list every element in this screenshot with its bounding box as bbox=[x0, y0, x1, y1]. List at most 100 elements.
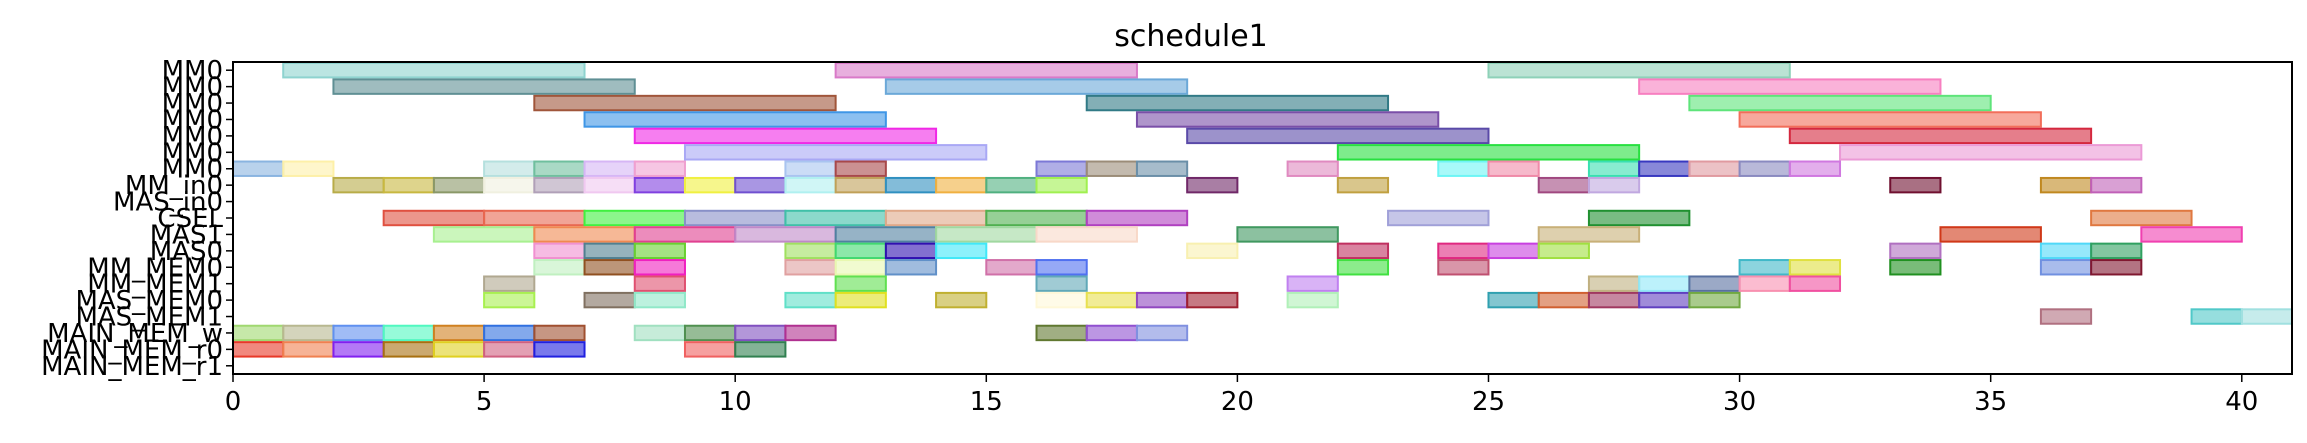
y-tick-label: MM0 bbox=[162, 73, 223, 103]
task-bar bbox=[232, 341, 285, 358]
task-bar bbox=[1286, 291, 1339, 309]
task-bar bbox=[332, 78, 636, 95]
task-bar bbox=[633, 291, 686, 309]
task-bar bbox=[734, 324, 787, 342]
task-bar bbox=[332, 176, 385, 194]
task-bar bbox=[483, 291, 536, 309]
task-bar bbox=[1587, 209, 1691, 227]
task-bar bbox=[1487, 242, 1540, 260]
task-bar bbox=[784, 324, 837, 342]
task-bar bbox=[683, 144, 988, 161]
task-bar bbox=[533, 160, 586, 177]
task-bar bbox=[884, 242, 938, 260]
y-tick-label: MM0 bbox=[162, 122, 223, 152]
task-bar bbox=[935, 176, 988, 194]
task-bar bbox=[1738, 259, 1791, 276]
y-tick-label: MM0 bbox=[162, 89, 223, 119]
task-bar bbox=[734, 226, 837, 243]
y-tick-label: MM0 bbox=[162, 138, 223, 168]
task-bar bbox=[834, 160, 887, 177]
task-bar bbox=[533, 259, 586, 276]
task-bar bbox=[1487, 291, 1540, 309]
y-tick-label: MAIN_MEM_r1 bbox=[41, 352, 223, 382]
task-bar bbox=[1437, 259, 1490, 276]
task-bar bbox=[1035, 176, 1088, 194]
task-bar bbox=[985, 176, 1038, 194]
task-bar bbox=[1186, 291, 1239, 309]
task-bar bbox=[1889, 259, 1942, 276]
y-tick-label: MAS_MEM0 bbox=[75, 286, 223, 316]
task-bar bbox=[1788, 127, 2093, 145]
task-bar bbox=[884, 78, 1189, 95]
task-bar bbox=[1638, 291, 1691, 309]
task-bar bbox=[1085, 291, 1138, 309]
task-bar bbox=[1638, 275, 1691, 292]
y-tick-label: MM_MEM0 bbox=[87, 253, 223, 283]
task-bar bbox=[834, 226, 938, 243]
task-bar bbox=[1336, 259, 1390, 276]
plot-frame bbox=[232, 61, 2293, 375]
task-bar bbox=[432, 324, 486, 342]
y-tick-label: MAS1 bbox=[150, 220, 223, 250]
x-tick-label: 10 bbox=[719, 387, 752, 417]
task-bar bbox=[633, 160, 686, 177]
task-bar bbox=[884, 259, 938, 276]
chart-title: schedule1 bbox=[1114, 19, 1268, 54]
task-bar bbox=[935, 226, 1038, 243]
task-bar bbox=[382, 209, 486, 227]
task-bar bbox=[1085, 94, 1390, 112]
task-bar bbox=[834, 176, 887, 194]
y-tick-label: MAS_in0 bbox=[113, 188, 223, 218]
task-bar bbox=[583, 111, 887, 128]
task-bar bbox=[2039, 308, 2093, 325]
task-bar bbox=[1035, 160, 1088, 177]
task-bar bbox=[2190, 308, 2243, 325]
x-tick-label: 25 bbox=[1472, 387, 1505, 417]
task-bar bbox=[1035, 226, 1138, 243]
task-bar bbox=[1738, 160, 1791, 177]
task-bar bbox=[432, 226, 536, 243]
task-bar bbox=[784, 160, 837, 177]
task-bar bbox=[382, 176, 435, 194]
task-bar bbox=[2090, 209, 2193, 227]
task-bar bbox=[683, 209, 787, 227]
x-axis: 0 5 10 15 20 25 30 35 40 bbox=[225, 374, 2258, 417]
task-bar bbox=[784, 209, 887, 227]
task-bar bbox=[1788, 160, 1842, 177]
task-bar bbox=[884, 209, 988, 227]
task-bar bbox=[683, 324, 737, 342]
task-bar bbox=[2039, 259, 2093, 276]
task-bar bbox=[1035, 291, 1088, 309]
task-bar bbox=[2039, 242, 2093, 260]
task-bar bbox=[533, 324, 586, 342]
task-bar bbox=[483, 324, 536, 342]
task-bar bbox=[784, 176, 837, 194]
task-bar bbox=[1738, 275, 1791, 292]
task-bar bbox=[734, 176, 787, 194]
bars-layer bbox=[232, 62, 2294, 358]
task-bar bbox=[533, 176, 586, 194]
task-bar bbox=[2039, 176, 2093, 194]
task-bar bbox=[1487, 160, 1540, 177]
task-bar bbox=[834, 291, 887, 309]
task-bar bbox=[282, 324, 335, 342]
task-bar bbox=[583, 209, 686, 227]
y-tick-label: MM_in0 bbox=[125, 171, 223, 201]
task-bar bbox=[583, 176, 636, 194]
task-bar bbox=[282, 341, 335, 358]
task-bar bbox=[1638, 160, 1691, 177]
task-bar bbox=[1336, 144, 1641, 161]
x-tick-label: 30 bbox=[1723, 387, 1756, 417]
task-bar bbox=[633, 176, 686, 194]
task-bar bbox=[2090, 259, 2143, 276]
task-bar bbox=[583, 160, 636, 177]
y-tick-label: MM0 bbox=[162, 56, 223, 86]
y-tick-label: MM_MEM1 bbox=[87, 270, 223, 300]
y-tick-label: MM0 bbox=[162, 105, 223, 135]
task-bar bbox=[834, 242, 887, 260]
task-bar bbox=[935, 291, 988, 309]
task-bar bbox=[1839, 144, 2143, 161]
task-bar bbox=[1537, 226, 1641, 243]
task-bar bbox=[483, 176, 536, 194]
